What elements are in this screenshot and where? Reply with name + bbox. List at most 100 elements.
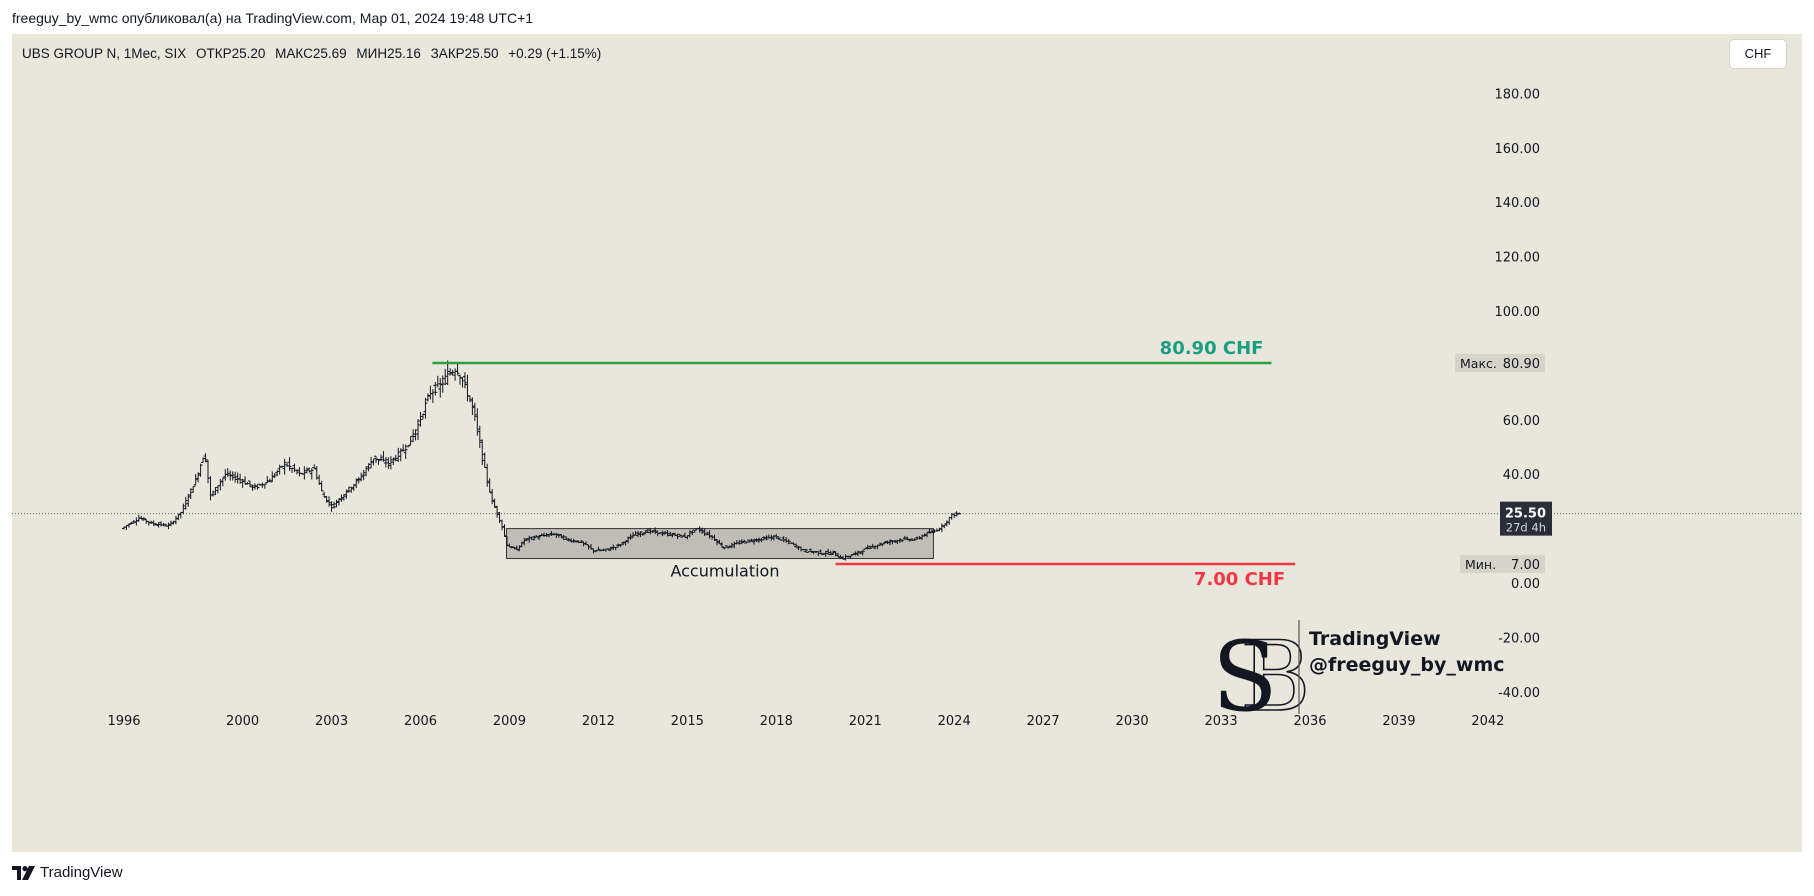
candle: [818, 549, 823, 555]
candle: [255, 484, 260, 490]
candle: [208, 476, 213, 501]
x-tick-label: 2003: [315, 714, 348, 729]
candle: [440, 375, 445, 393]
close-value: ЗАКР25.50: [430, 46, 499, 61]
candle: [532, 535, 537, 541]
candle: [517, 545, 522, 552]
candle: [492, 498, 497, 508]
candle: [887, 539, 892, 546]
candle: [860, 550, 865, 556]
candle: [554, 532, 559, 538]
candle: [668, 531, 673, 537]
x-tick-label: 2027: [1027, 714, 1060, 729]
candle: [700, 527, 705, 535]
candle: [749, 538, 754, 542]
candle: [406, 445, 411, 448]
candle: [885, 540, 890, 545]
symbol-name: UBS GROUP N, 1Мес, SIX: [22, 46, 187, 61]
candle: [858, 551, 863, 555]
candle: [831, 550, 836, 555]
candle: [754, 538, 759, 542]
candle: [361, 469, 366, 481]
candle: [697, 526, 702, 533]
support-label: 7.00 CHF: [1194, 569, 1285, 590]
candle: [947, 517, 952, 525]
candle: [870, 543, 875, 548]
candle: [215, 485, 220, 494]
candle: [544, 532, 549, 537]
candle: [954, 511, 959, 517]
candle: [396, 447, 401, 462]
candle: [794, 543, 799, 548]
candle: [660, 530, 665, 537]
y-tick-label: 160.00: [1495, 142, 1541, 157]
candle: [902, 535, 907, 540]
candle: [635, 530, 640, 538]
y-tick-label: 180.00: [1495, 87, 1541, 102]
candle: [739, 539, 744, 545]
candle: [653, 527, 658, 535]
candle: [539, 533, 544, 537]
candle: [623, 540, 628, 546]
currency-button[interactable]: CHF: [1730, 40, 1786, 68]
chart-area[interactable]: 80.90 CHF 7.00 CHF Accumulation S B TradingVi…: [12, 34, 1802, 852]
candle: [737, 540, 742, 545]
candle: [561, 534, 566, 541]
candle: [430, 389, 435, 404]
candle: [534, 535, 539, 538]
candle: [848, 555, 853, 559]
candle: [865, 544, 870, 550]
x-tick-label: 2012: [582, 714, 615, 729]
candle: [529, 536, 534, 541]
y-tick-label: 140.00: [1495, 196, 1541, 211]
candle: [272, 473, 277, 479]
candle: [855, 550, 860, 557]
candle: [823, 550, 828, 557]
candle: [643, 530, 648, 535]
candle: [579, 539, 584, 544]
candle: [618, 544, 623, 547]
candle: [267, 478, 272, 483]
candle: [868, 545, 873, 550]
candle: [201, 457, 206, 463]
candle: [294, 469, 299, 475]
change-value: +0.29 (+1.15%): [508, 46, 602, 61]
candle: [556, 533, 561, 538]
y-tick-label: 0.00: [1511, 577, 1540, 592]
candle: [329, 501, 334, 512]
candle: [836, 553, 841, 558]
candle: [776, 536, 781, 540]
candle: [470, 397, 475, 416]
candle: [606, 548, 611, 551]
candle: [292, 463, 297, 473]
candle: [927, 529, 932, 534]
candle: [304, 467, 309, 474]
candle: [139, 515, 144, 520]
candle: [287, 457, 292, 471]
candle: [757, 537, 762, 543]
candle: [383, 456, 388, 468]
candle: [198, 463, 203, 477]
candle: [307, 467, 312, 473]
candle: [324, 496, 329, 503]
candle: [435, 375, 440, 388]
tradingview-footer[interactable]: TradingView: [12, 864, 123, 881]
candle: [912, 538, 917, 541]
candle: [248, 480, 253, 488]
candle: [188, 488, 193, 500]
candle: [351, 484, 356, 491]
x-tick-label: 2021: [849, 714, 882, 729]
candle: [925, 532, 930, 538]
x-tick-label: 1996: [107, 714, 140, 729]
candle: [665, 530, 670, 537]
candle: [448, 368, 453, 376]
candle: [425, 393, 430, 402]
candle: [398, 448, 403, 462]
candle: [801, 548, 806, 551]
accumulation-label: Accumulation: [670, 562, 779, 581]
candle: [774, 533, 779, 539]
candle: [645, 528, 650, 534]
candle: [230, 471, 235, 481]
candle: [438, 378, 443, 398]
